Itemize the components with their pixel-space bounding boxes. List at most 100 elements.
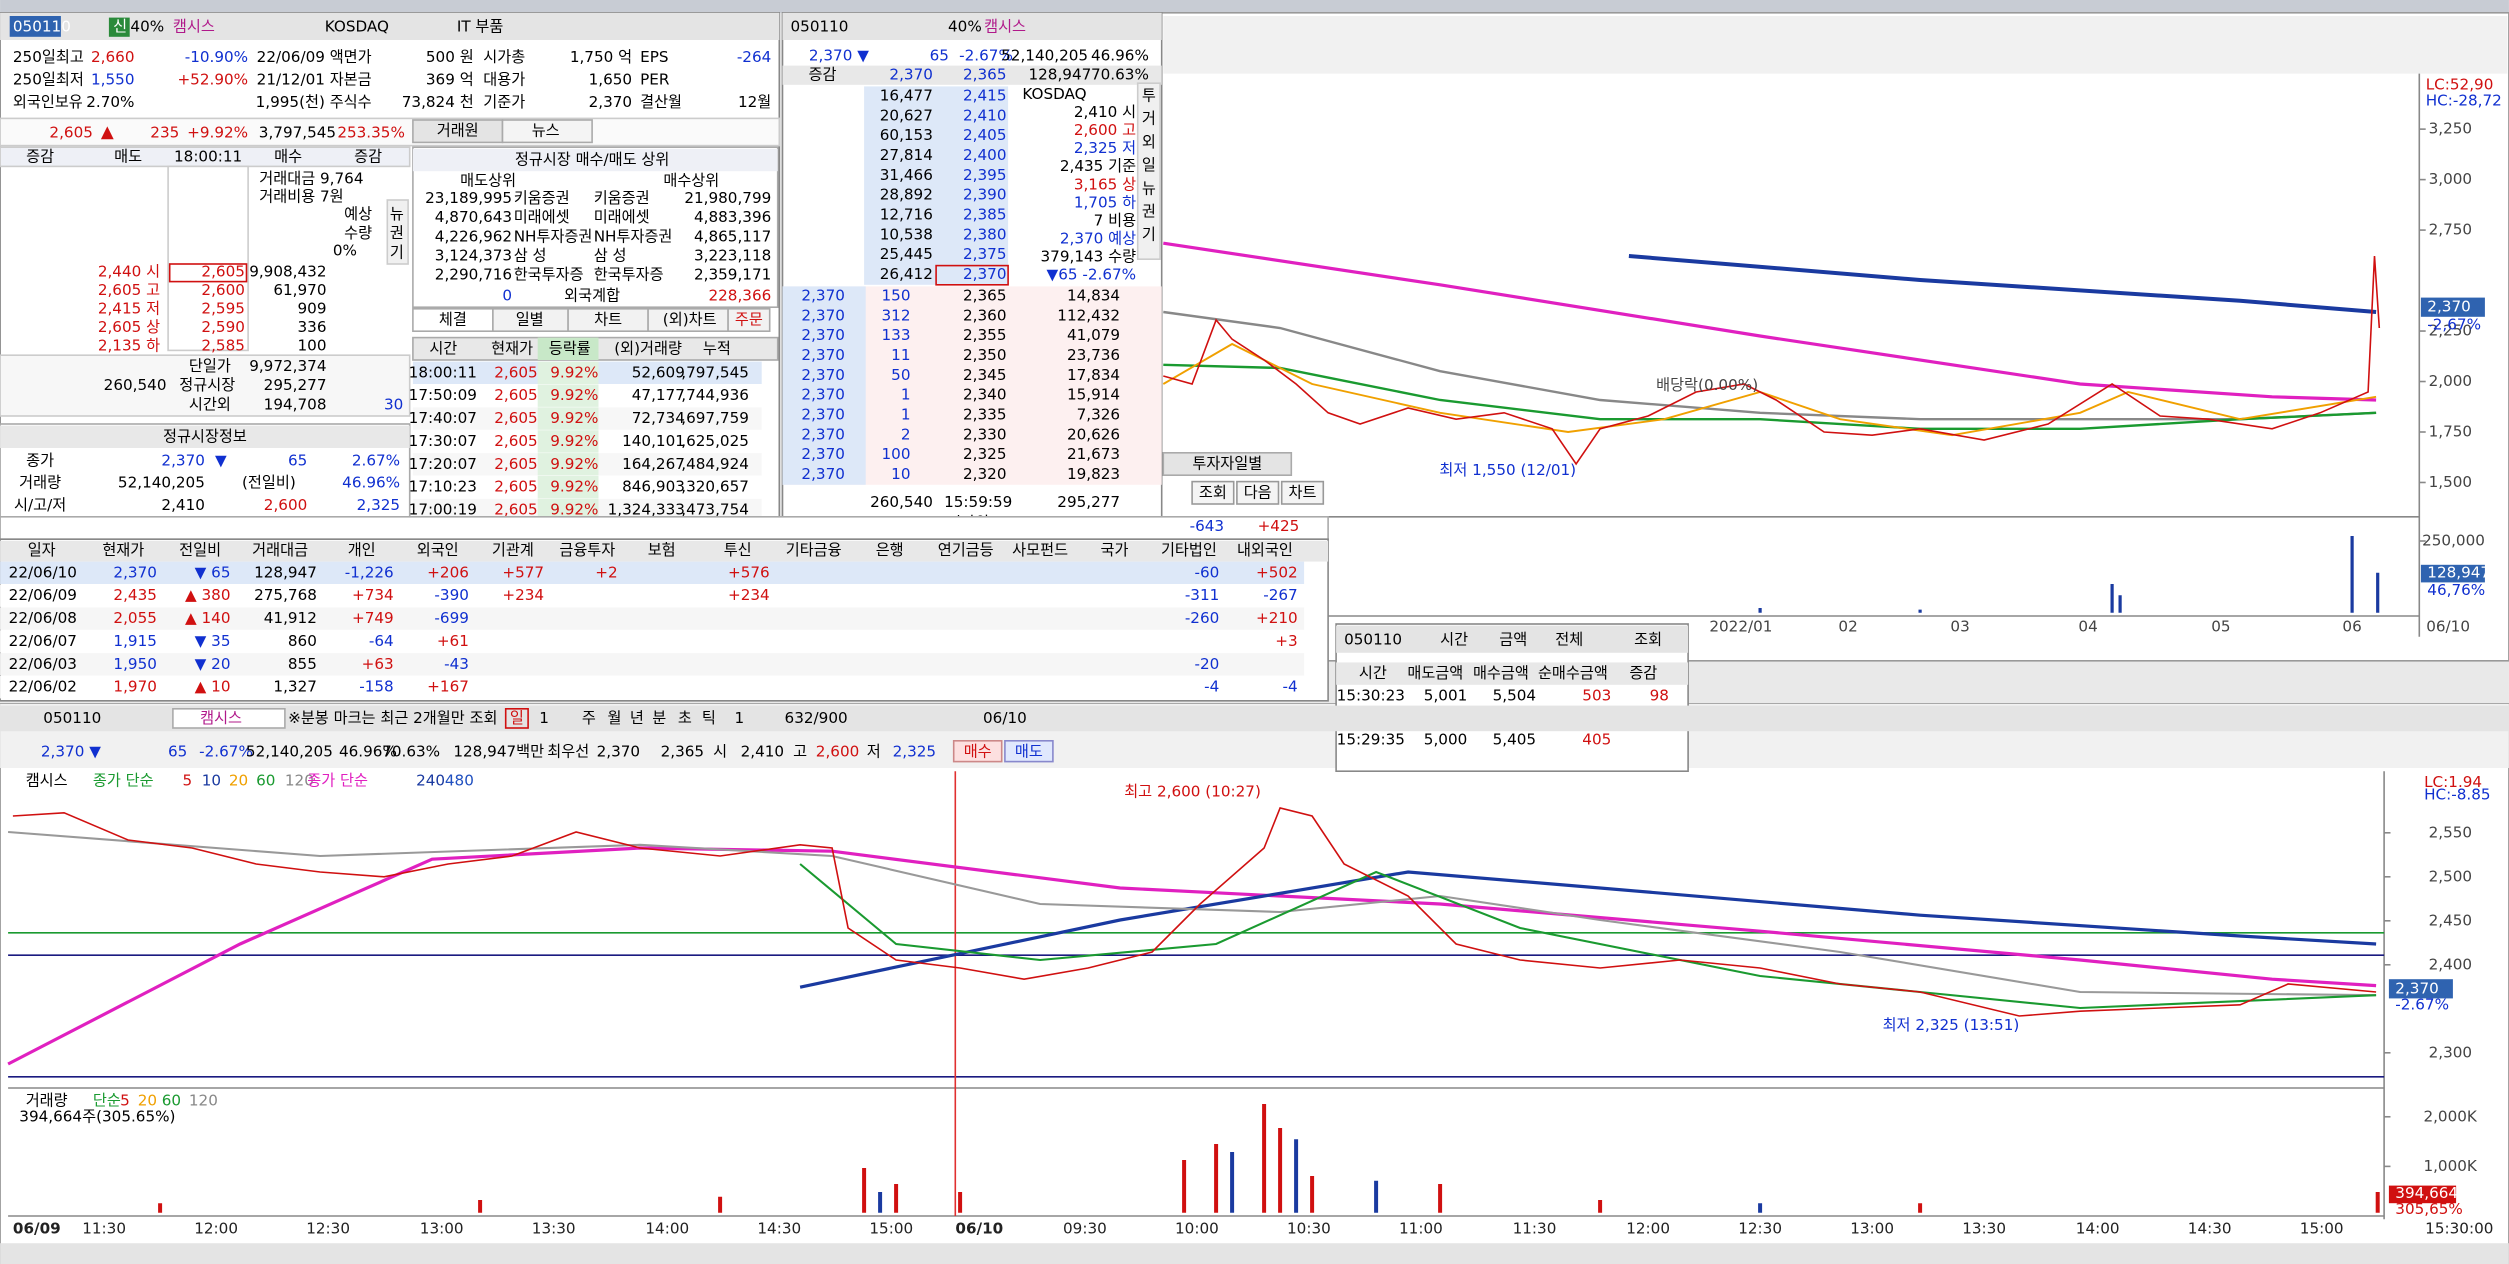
button-label: 다음 <box>1244 483 1272 501</box>
broker-cell: NH투자증권 <box>514 227 593 245</box>
info-cell: 1,550 <box>91 71 134 89</box>
header-cell: (외)거래량 <box>614 339 682 357</box>
button[interactable] <box>1280 480 1325 505</box>
lc-label: LC:1.94 <box>2424 773 2482 791</box>
bid-cell: 2,335 <box>963 406 1006 424</box>
toolbar-item: IT 부품 <box>457 18 504 36</box>
daily-chart-panel <box>1160 12 2509 662</box>
button <box>952 740 1003 763</box>
ask-cell: 28,892 <box>880 186 933 204</box>
quote-info: 1,705 하 <box>1074 193 1136 211</box>
ma-line <box>1163 241 2377 402</box>
volume-trace <box>1758 536 2380 613</box>
header-cell: 기타금융 <box>786 541 842 559</box>
volume-note: 394,664주(305.65%) <box>19 1107 175 1125</box>
legend-item: 60 <box>162 1091 181 1109</box>
bid-cell: 2,365 <box>963 287 1006 305</box>
toolbar-item: 1 <box>734 709 744 727</box>
info-cell: 369 억 <box>426 71 474 89</box>
legend-item: 20 <box>138 1091 157 1109</box>
bid-cell: 23,736 <box>1067 346 1120 364</box>
header-cell: 국가 <box>1101 541 1129 559</box>
toolbar-item: 초 <box>678 709 692 727</box>
investor-cell: +63 <box>362 655 394 673</box>
market-cell: 52,140,205 <box>118 474 205 492</box>
ma-line <box>1628 254 2377 314</box>
bid-cell: 2,370 <box>801 287 844 305</box>
info-cell: 65 <box>168 743 187 761</box>
trade-cell: 18:00:11 <box>409 363 477 381</box>
side-label: 투 <box>1142 87 1156 105</box>
highlight <box>935 264 1009 286</box>
summary-cell: 30 <box>384 395 403 413</box>
info-cell: 주식수 <box>330 93 372 111</box>
broker-cell: NH투자증권 <box>594 227 673 245</box>
y-tick-label: 2,400 <box>2429 955 2472 973</box>
ask-cell: 2,415 <box>963 87 1006 105</box>
trade-cell: ,473,754 <box>681 501 749 519</box>
trade-cell: 17:10:23 <box>409 478 477 496</box>
program-cell: 5,001 <box>1424 687 1467 705</box>
legend-item: 120 <box>285 771 314 789</box>
note: 거래비용 7원 <box>259 187 343 205</box>
legend-item: 480 <box>445 771 474 789</box>
market-cell: 시/고/저 <box>14 496 66 514</box>
investor-cell: +167 <box>427 678 469 696</box>
info-cell: 액면가 <box>330 48 372 66</box>
note: 0% <box>333 242 357 260</box>
y-tick-label: 1,750 <box>2429 422 2472 440</box>
header-cell: 매도 <box>114 147 142 165</box>
ma-line <box>7 846 2377 1066</box>
x-tick-label: 02 <box>1838 618 1857 636</box>
volume-trace <box>878 1139 1763 1213</box>
panel-bg <box>0 354 411 417</box>
price-box <box>2420 297 2485 317</box>
current-price: 2,370 <box>2395 979 2438 997</box>
ask-cell: 2,380 <box>963 225 1006 243</box>
legend-item: 120 <box>189 1091 218 1109</box>
button[interactable] <box>1236 480 1280 505</box>
investor-cell: ▼ 20 <box>195 655 231 673</box>
hc-label: HC:-28,72 <box>2426 91 2502 109</box>
info-cell: 250일최저 <box>13 71 84 89</box>
cell-bg <box>537 407 599 430</box>
investor-cell: ▲ 140 <box>185 609 231 627</box>
side-label: 기 <box>1142 226 1156 244</box>
button[interactable] <box>1191 480 1235 505</box>
volume-box <box>2388 1185 2457 1204</box>
header-cell: 증감 <box>26 147 54 165</box>
bid-cell: 21,673 <box>1067 445 1120 463</box>
header-cell: 매도금액 <box>1407 664 1463 682</box>
trade-cell: 9.92% <box>550 478 598 496</box>
info-cell: -264 <box>737 48 771 66</box>
side-label: 뉴 <box>1142 179 1156 197</box>
panel-bg <box>1336 625 1689 653</box>
bid-cell: 2,370 <box>801 386 844 404</box>
program-cell: 405 <box>1582 730 1611 748</box>
side-tab <box>386 199 409 265</box>
volume-ratio: 46,76% <box>2427 581 2485 599</box>
header-cell: 시간 <box>429 339 457 357</box>
header-cell: 누적 <box>703 339 731 357</box>
note: 수량 <box>344 224 372 242</box>
summary-cell: 2,370 <box>889 66 932 84</box>
header-cell: 기관계 <box>492 541 534 559</box>
x-tick-label: 11:00 <box>1399 1219 1443 1237</box>
trade-cell: 2,605 <box>494 432 537 450</box>
investor-cell: -4 <box>1283 678 1298 696</box>
trade-cell: 2,605 <box>494 386 537 404</box>
quote-info: 2,370 예상 <box>1060 230 1136 248</box>
panel-bg <box>0 540 1329 562</box>
investor-cell: 22/06/03 <box>9 655 77 673</box>
ask-cell: 2,405 <box>963 126 1006 144</box>
button <box>1004 740 1054 763</box>
hc-label: HC:-8.85 <box>2424 786 2490 804</box>
section-title: 정규시장정보 <box>163 427 247 445</box>
bid-cell: 2,370 <box>801 366 844 384</box>
ask-cell: 27,814 <box>880 146 933 164</box>
toolbar-item: 년 <box>630 709 644 727</box>
bid-cell: 15,914 <box>1067 386 1120 404</box>
side-label: 외 <box>1142 133 1156 151</box>
info-cell: 기준가 <box>483 93 525 111</box>
x-tick-label: 14:30 <box>757 1219 801 1237</box>
